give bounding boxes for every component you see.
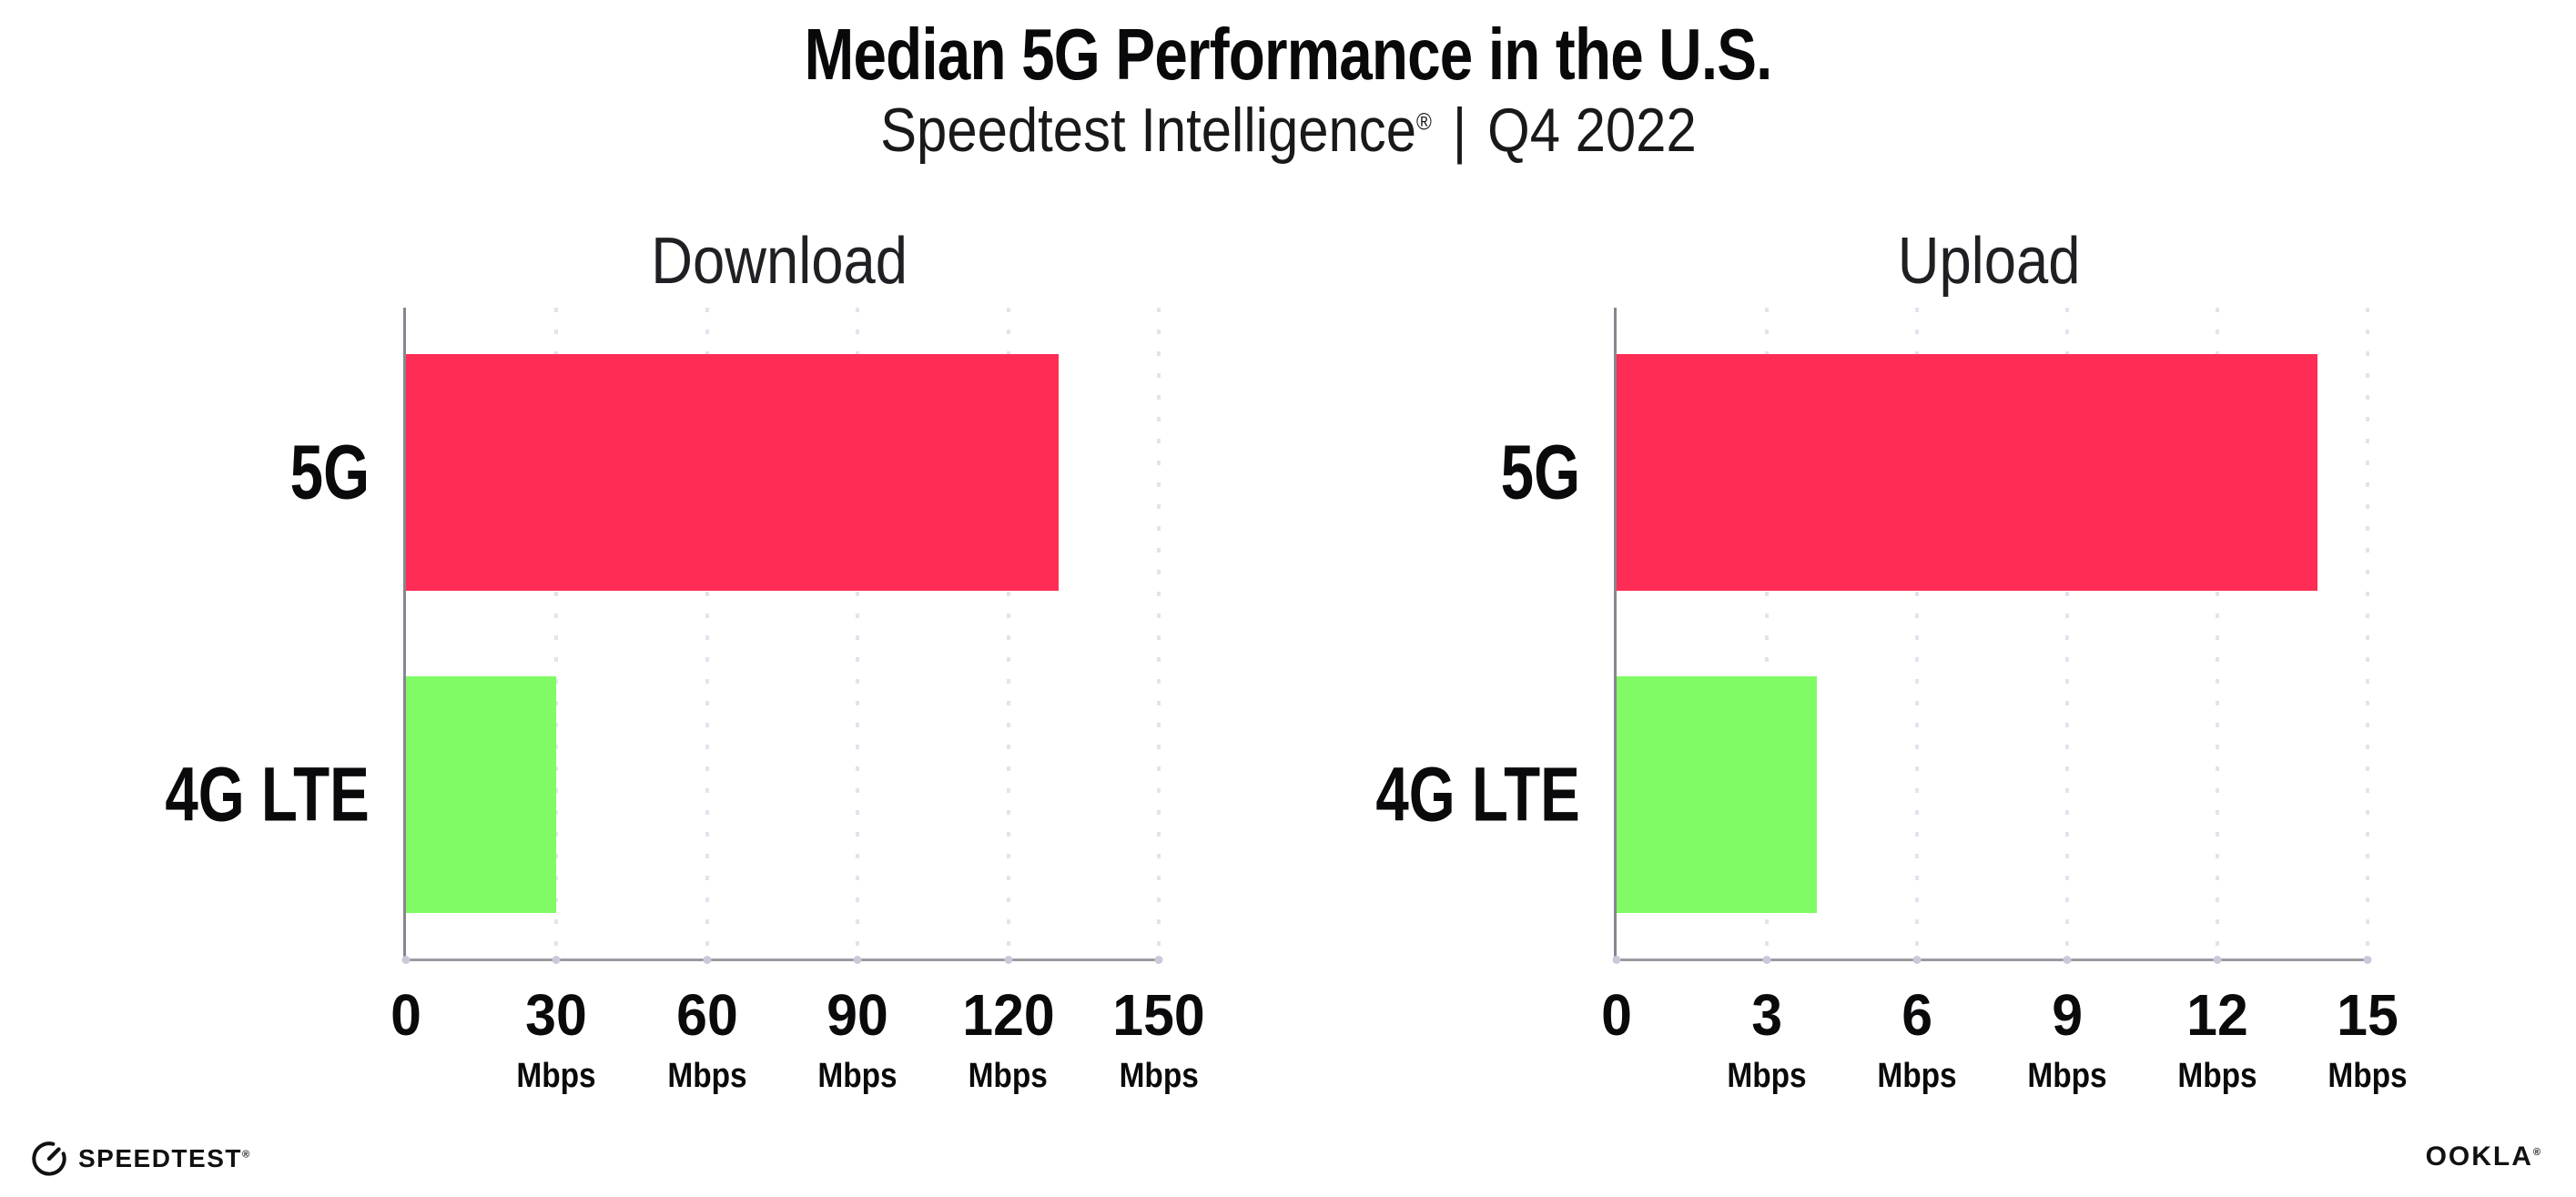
x-tick-label: 0 — [1600, 986, 1633, 1044]
category-label-bar-5g: 5G — [1500, 429, 1580, 515]
x-tick-unit: Mbps — [2027, 1057, 2107, 1095]
upload-chart: Upload 0 3 Mbps 6 Mbps 9 Mbps 12 Mbps 15 Mbps 5G 4G … — [1376, 0, 2408, 1197]
gridline — [1157, 308, 1161, 959]
gridline — [1915, 308, 1919, 959]
axis-tick-dot — [401, 956, 411, 964]
axis-tick-dot — [1612, 956, 1621, 964]
x-tick-label: 9 Mbps — [2022, 986, 2112, 1093]
axis-tick-dot — [1912, 956, 1922, 964]
x-tick-value: 3 — [1751, 982, 1782, 1048]
axis-tick-dot — [703, 956, 712, 964]
x-tick-value: 0 — [390, 982, 421, 1048]
x-tick-unit: Mbps — [1119, 1057, 1199, 1095]
axis-tick-dot — [2063, 956, 2072, 964]
x-tick-value: 15 — [2337, 982, 2399, 1048]
x-tick-value: 0 — [1601, 982, 1632, 1048]
page-title-text: Median 5G Performance in the U.S. — [804, 14, 1773, 95]
registered-mark: ® — [1415, 107, 1432, 136]
category-label-bar-4g-lte: 4G LTE — [165, 751, 370, 837]
axis-tick-dot — [552, 956, 561, 964]
gridline — [2216, 308, 2219, 959]
page-subtitle: Speedtest Intelligence® | Q4 2022 — [0, 95, 2576, 166]
subtitle-brand: Speedtest Intelligence — [879, 96, 1416, 165]
axis-tick-dot — [853, 956, 862, 964]
speedtest-gauge-icon — [32, 1141, 66, 1176]
x-tick-label: 90 Mbps — [813, 986, 903, 1093]
ookla-logo: OOKLA® — [2426, 1141, 2542, 1172]
speedtest-registered-mark: ® — [241, 1149, 251, 1161]
download-chart-title: Download — [651, 225, 908, 298]
gridline — [1765, 308, 1769, 959]
x-tick-unit: Mbps — [968, 1057, 1049, 1095]
x-tick-value: 9 — [2052, 982, 2083, 1048]
x-tick-value: 12 — [2186, 982, 2248, 1048]
speedtest-wordmark: SPEEDTEST® — [78, 1144, 251, 1172]
page-title: Median 5G Performance in the U.S. — [0, 13, 2576, 96]
x-tick-label: 0 — [390, 986, 422, 1044]
x-tick-label: 60 Mbps — [662, 986, 752, 1093]
x-tick-value: 6 — [1902, 982, 1932, 1048]
page-subtitle-text: Speedtest Intelligence® | Q4 2022 — [880, 95, 1697, 166]
x-tick-value: 30 — [525, 982, 588, 1048]
x-tick-label: 30 Mbps — [512, 986, 602, 1093]
x-tick-value: 150 — [1112, 982, 1205, 1048]
bar-5g — [1617, 354, 2317, 591]
ookla-registered-mark: ® — [2532, 1147, 2542, 1158]
x-tick-label: 6 Mbps — [1871, 986, 1962, 1093]
speedtest-logo: SPEEDTEST® — [31, 1138, 251, 1180]
x-tick-unit: Mbps — [1877, 1057, 1957, 1095]
x-tick-label: 15 Mbps — [2322, 986, 2412, 1093]
x-tick-label: 150 Mbps — [1111, 986, 1208, 1093]
bar-4g-lte — [406, 676, 557, 913]
gridline — [1006, 308, 1010, 959]
download-plot-area: 0 30 Mbps 60 Mbps 90 Mbps 120 Mbps 150 Mbps 5G 4G LT… — [166, 308, 1205, 1093]
gridline — [705, 308, 709, 959]
x-tick-unit: Mbps — [817, 1057, 898, 1095]
x-tick-unit: Mbps — [2328, 1057, 2408, 1095]
bar-4g-lte — [1617, 676, 1817, 913]
category-label-bar-4g-lte: 4G LTE — [1375, 751, 1580, 837]
axis-tick-dot — [2213, 956, 2222, 964]
gridline — [2366, 308, 2369, 959]
ookla-wordmark: OOKLA — [2425, 1141, 2533, 1172]
x-tick-unit: Mbps — [1727, 1057, 1807, 1095]
gridline — [2065, 308, 2069, 959]
bar-5g — [406, 354, 1059, 591]
upload-plot-area: 0 3 Mbps 6 Mbps 9 Mbps 12 Mbps 15 Mbps 5G 4G LTE — [1376, 308, 2408, 1093]
x-tick-value: 90 — [827, 982, 889, 1048]
x-tick-label: 3 Mbps — [1721, 986, 1811, 1093]
gridline — [856, 308, 860, 959]
upload-chart-title: Upload — [1898, 225, 2081, 298]
download-chart: Download 0 30 Mbps 60 Mbps 90 Mbps 120 Mbps 150 Mb… — [166, 0, 1205, 1197]
x-tick-label: 120 Mbps — [959, 986, 1057, 1093]
subtitle-separator: | — [1452, 96, 1466, 165]
category-label-bar-5g: 5G — [289, 429, 370, 515]
x-tick-label: 12 Mbps — [2172, 986, 2262, 1093]
x-tick-unit: Mbps — [2177, 1057, 2257, 1095]
x-tick-value: 120 — [961, 982, 1055, 1048]
subtitle-period: Q4 2022 — [1486, 96, 1697, 165]
x-tick-unit: Mbps — [516, 1057, 597, 1095]
axis-tick-dot — [2363, 956, 2372, 964]
axis-tick-dot — [1762, 956, 1771, 964]
axis-tick-dot — [1004, 956, 1013, 964]
x-tick-value: 60 — [675, 982, 738, 1048]
axis-tick-dot — [1154, 956, 1163, 964]
gridline — [554, 308, 559, 959]
x-tick-unit: Mbps — [667, 1057, 747, 1095]
